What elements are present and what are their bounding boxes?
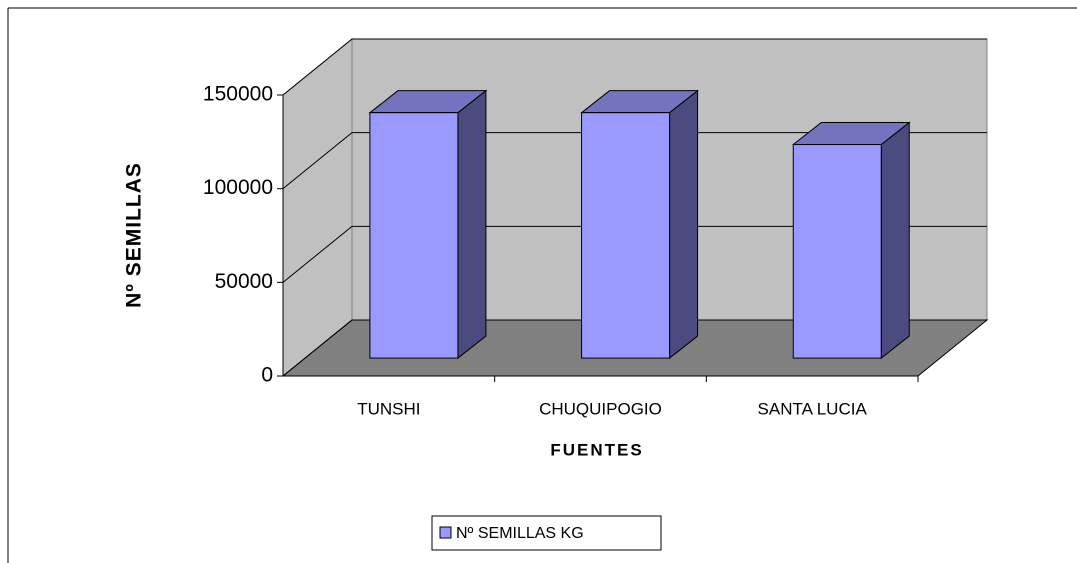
- side-wall: [282, 37, 353, 378]
- bar-front: [792, 144, 882, 359]
- plot-area: [277, 37, 989, 382]
- y-axis-title: Nº SEMILLAS: [123, 162, 146, 308]
- y-tick-label: 0: [261, 364, 273, 387]
- bar-side: [457, 89, 487, 360]
- bar: [580, 89, 700, 360]
- x-tick-label: SANTA LUCIA: [758, 399, 868, 418]
- bar: [791, 121, 911, 360]
- grid-line: [282, 225, 987, 283]
- y-tick-label: 50000: [215, 270, 273, 293]
- bar-front: [581, 112, 671, 359]
- x-tick-label: TUNSHI: [357, 399, 420, 418]
- x-axis-title: FUENTES: [550, 440, 643, 459]
- bar: [368, 89, 488, 360]
- grid-line: [282, 132, 987, 190]
- legend: [431, 515, 662, 551]
- y-tick-label: 100000: [203, 176, 273, 199]
- y-tick-label: 150000: [203, 83, 273, 106]
- bar-side: [669, 89, 699, 360]
- grid-line: [282, 319, 987, 377]
- legend-label: Nº SEMILLAS KG: [456, 525, 584, 542]
- grid-line: [282, 38, 987, 96]
- bar-side: [880, 121, 910, 360]
- legend-swatch: [439, 526, 452, 539]
- x-tick-label: CHUQUIPOGIO: [539, 399, 662, 418]
- bar-front: [369, 112, 459, 359]
